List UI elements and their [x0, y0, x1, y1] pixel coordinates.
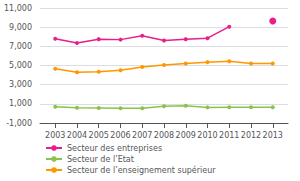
- svg-text:-1,000: -1,000: [6, 119, 32, 128]
- svg-text:5,000: 5,000: [9, 61, 32, 70]
- svg-text:3,000: 3,000: [9, 80, 32, 89]
- svg-text:2011: 2011: [219, 131, 239, 140]
- svg-text:2003: 2003: [45, 131, 65, 140]
- svg-text:2008: 2008: [154, 131, 174, 140]
- svg-text:2012: 2012: [241, 131, 261, 140]
- svg-text:2007: 2007: [132, 131, 152, 140]
- svg-text:2006: 2006: [110, 131, 130, 140]
- svg-text:2010: 2010: [197, 131, 217, 140]
- svg-text:2009: 2009: [176, 131, 196, 140]
- svg-text:2005: 2005: [89, 131, 109, 140]
- svg-text:11,000: 11,000: [4, 4, 32, 13]
- svg-text:Secteur de l’enseignement supé: Secteur de l’enseignement supérieur: [67, 165, 216, 175]
- svg-text:7,000: 7,000: [9, 42, 32, 51]
- svg-text:1,000: 1,000: [9, 99, 32, 108]
- svg-text:Secteur de l’Etat: Secteur de l’Etat: [67, 155, 134, 164]
- svg-text:2013: 2013: [263, 131, 283, 140]
- svg-text:2004: 2004: [67, 131, 87, 140]
- svg-text:Secteur des entreprises: Secteur des entreprises: [67, 144, 162, 153]
- svg-text:9,000: 9,000: [9, 23, 32, 32]
